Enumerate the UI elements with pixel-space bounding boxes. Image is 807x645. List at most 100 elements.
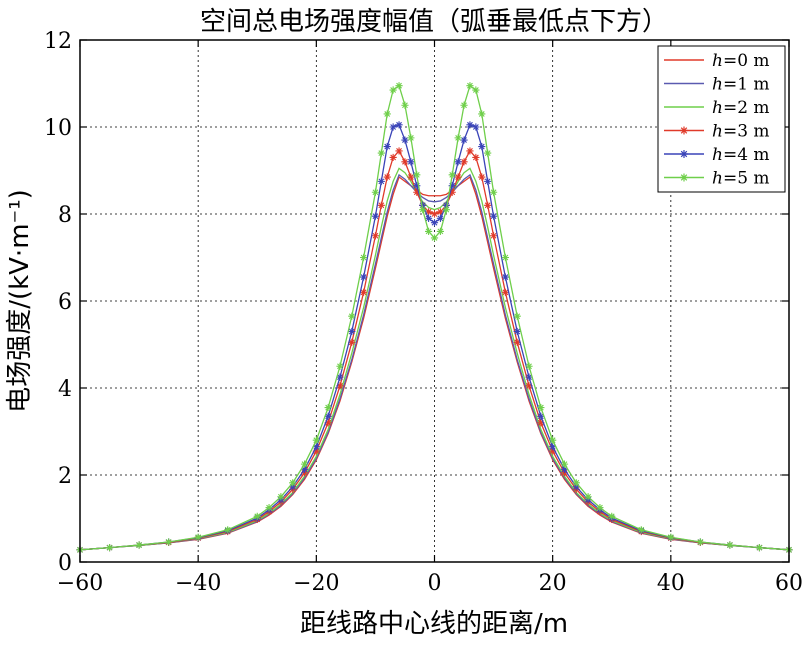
data-point <box>755 544 764 552</box>
series-1 <box>79 173 790 551</box>
data-point <box>312 436 320 444</box>
legend-label: h=5 m <box>712 169 770 189</box>
legend-item: h=5 m <box>664 169 770 189</box>
data-point <box>407 134 415 142</box>
data-point <box>265 504 273 512</box>
data-point <box>348 338 356 346</box>
series-0 <box>79 175 790 551</box>
x-tick-label: −60 <box>57 571 103 596</box>
data-point <box>466 121 474 129</box>
data-point <box>448 188 456 196</box>
data-point <box>371 232 380 240</box>
data-point <box>312 443 320 451</box>
data-point <box>424 214 433 222</box>
y-tick-label: 6 <box>58 290 72 315</box>
data-point <box>484 177 492 185</box>
legend-box <box>657 45 786 193</box>
data-point <box>377 149 385 157</box>
data-point <box>696 538 704 546</box>
data-point <box>501 253 509 262</box>
data-point <box>501 288 509 296</box>
data-point <box>377 177 385 185</box>
data-point <box>224 526 232 534</box>
data-point <box>324 412 332 420</box>
data-point <box>348 327 356 336</box>
data-point <box>194 533 202 541</box>
data-point <box>395 121 403 129</box>
data-point <box>436 227 445 235</box>
data-point <box>424 227 433 235</box>
data-point <box>430 210 439 218</box>
legend-item: h=3 m <box>664 122 770 142</box>
data-point <box>360 273 368 281</box>
legend-item: h=4 m <box>664 145 770 165</box>
data-point <box>389 123 397 131</box>
data-point <box>478 142 486 151</box>
legend-marker <box>680 173 688 182</box>
legend-marker <box>680 150 688 158</box>
data-point <box>371 212 380 220</box>
data-point <box>324 419 332 427</box>
series-line <box>79 167 790 551</box>
data-point <box>377 201 385 209</box>
data-point <box>549 447 557 455</box>
data-point <box>389 86 397 94</box>
data-point <box>165 538 173 546</box>
legend-item: h=0 m <box>664 51 770 71</box>
x-tick-label: 40 <box>657 571 685 596</box>
data-point <box>513 338 521 346</box>
data-point <box>442 206 450 214</box>
data-point <box>596 504 604 512</box>
data-point <box>478 110 486 118</box>
data-point <box>454 158 462 166</box>
legend-item: h=2 m <box>664 98 770 118</box>
data-point <box>560 465 569 473</box>
data-point <box>312 447 320 455</box>
data-point <box>448 171 456 179</box>
data-point <box>537 419 545 427</box>
data-point <box>513 312 521 320</box>
data-point <box>466 82 474 90</box>
data-point <box>489 212 498 220</box>
data-point <box>419 201 427 209</box>
data-point <box>454 173 462 181</box>
y-axis-title: 电场强度/(kV·m⁻¹) <box>5 189 35 413</box>
data-point <box>489 188 498 196</box>
data-point <box>584 493 592 501</box>
data-point <box>383 110 391 118</box>
data-point <box>525 373 533 381</box>
legend-label: h=2 m <box>712 98 770 118</box>
y-tick-label: 4 <box>58 377 72 402</box>
x-axis-title: 距线路中心线的距离/m <box>300 609 568 639</box>
series-line <box>79 173 790 551</box>
data-point <box>537 412 545 420</box>
data-point <box>289 479 297 487</box>
data-point <box>525 382 533 390</box>
data-point <box>460 101 468 109</box>
data-point <box>472 86 480 94</box>
data-point <box>300 465 309 473</box>
data-point <box>436 208 445 216</box>
data-point <box>360 253 368 262</box>
y-tick-label: 12 <box>44 29 72 54</box>
y-tick-label: 0 <box>58 551 72 576</box>
legend-label: h=1 m <box>712 75 770 95</box>
data-point <box>348 312 356 320</box>
data-point <box>395 82 403 90</box>
data-point <box>430 234 439 242</box>
series-line <box>79 175 790 551</box>
data-point <box>430 219 439 227</box>
x-tick-label: 60 <box>775 571 803 596</box>
data-point <box>448 182 456 190</box>
data-point <box>324 403 332 412</box>
data-point <box>336 362 344 370</box>
data-point <box>572 479 580 487</box>
data-point <box>478 173 486 181</box>
data-point <box>549 436 557 444</box>
data-point <box>371 188 380 196</box>
data-point <box>472 123 480 131</box>
data-point <box>460 136 468 144</box>
data-point <box>401 158 409 166</box>
data-point <box>407 173 415 181</box>
